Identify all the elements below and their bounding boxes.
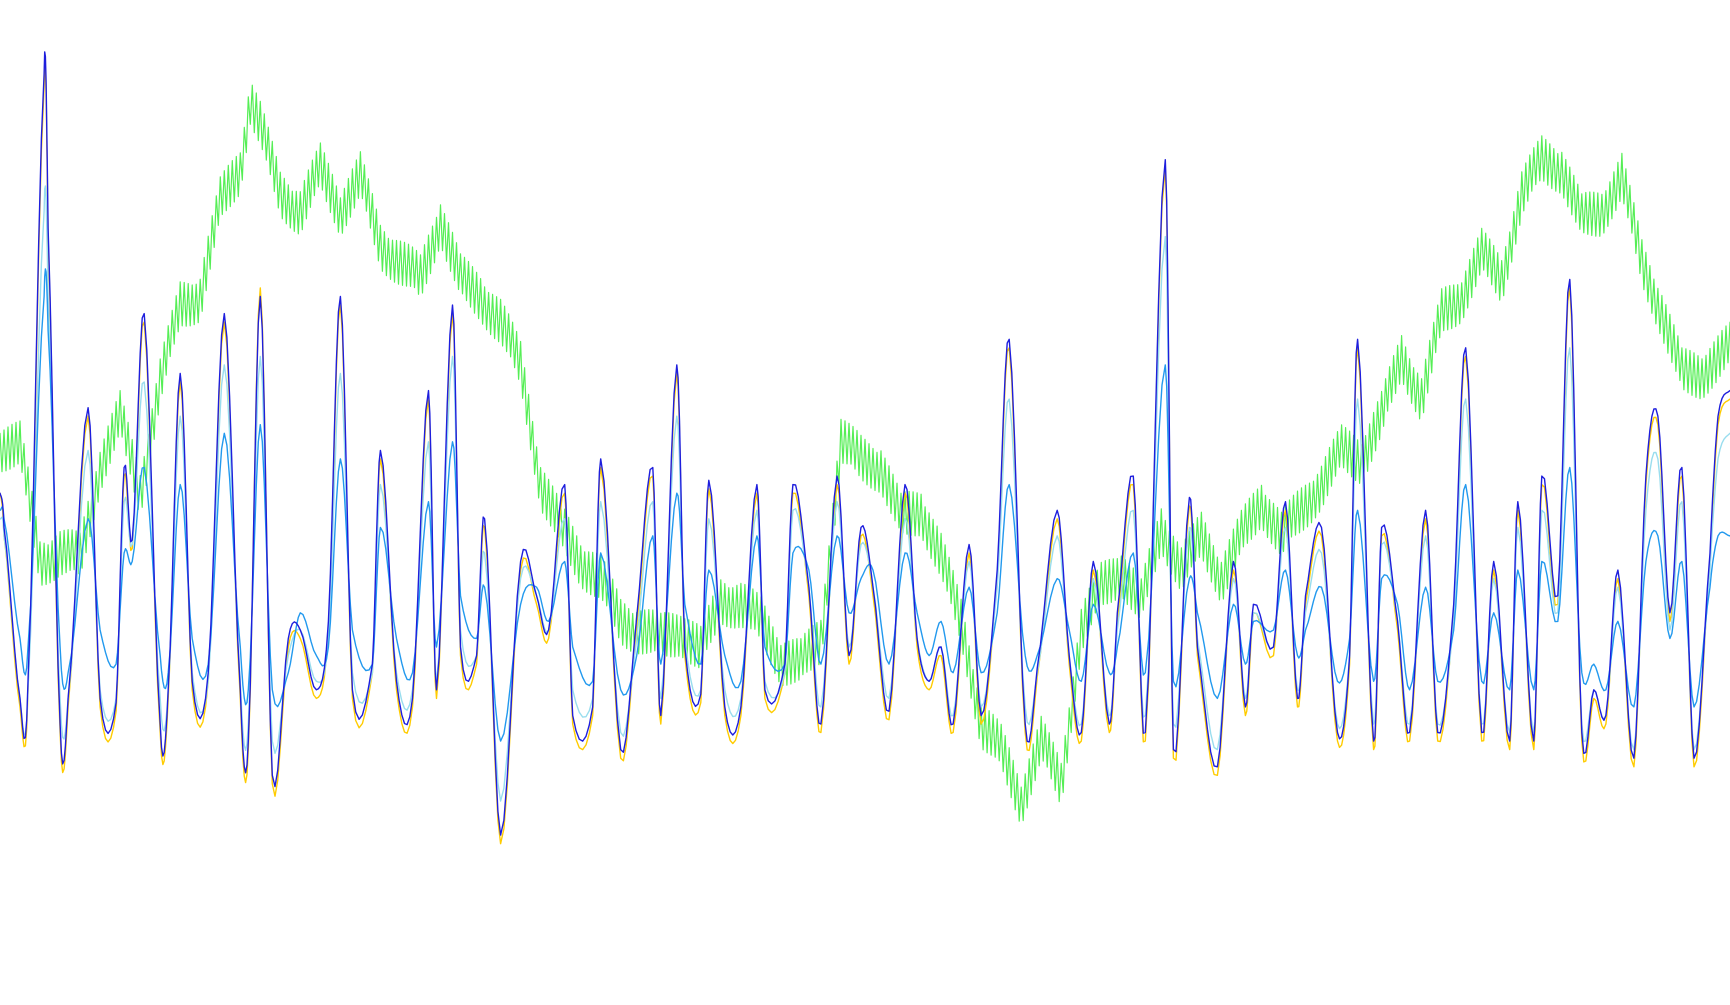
- series-line-fast: [0, 51, 1730, 836]
- series-line-price: [0, 84, 1730, 822]
- series-line-slow: [0, 268, 1730, 742]
- series-line-signal: [0, 185, 1730, 802]
